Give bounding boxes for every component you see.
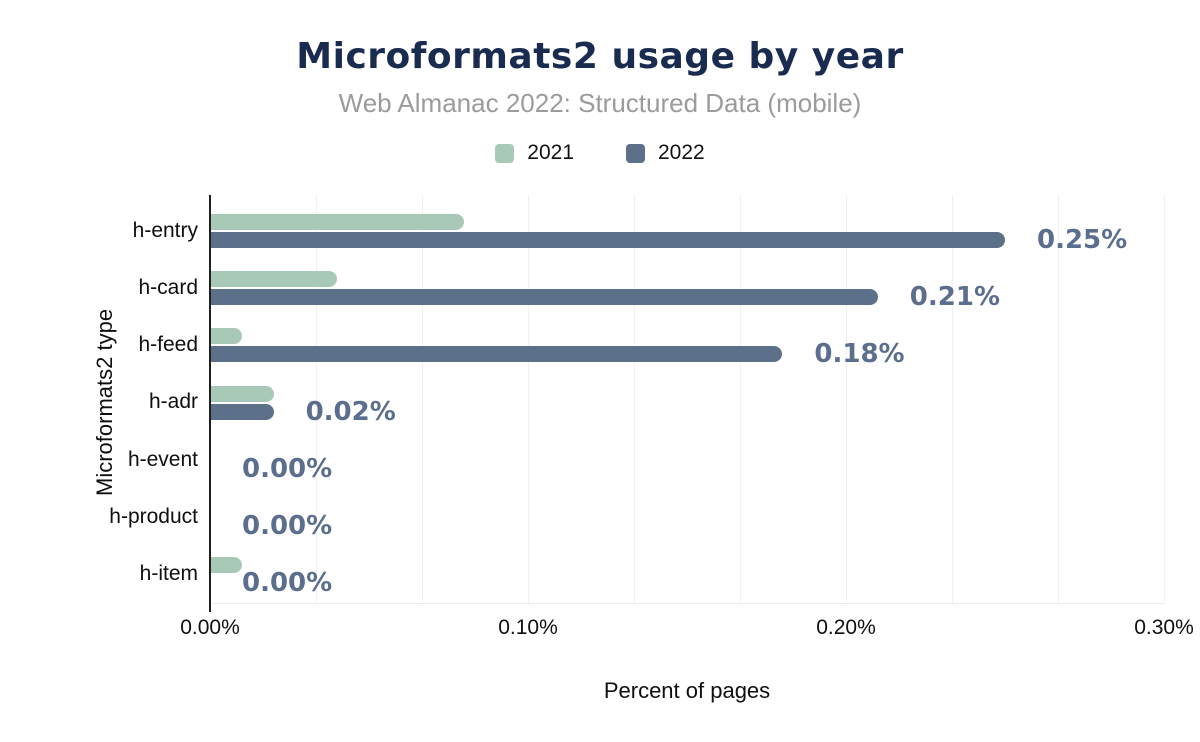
bar-2021-h-adr <box>210 385 274 402</box>
x-tick-label-0.10%: 0.10% <box>498 616 558 639</box>
value-label-2022-h-adr: 0.02% <box>305 396 396 427</box>
value-label-2022-h-product: 0.00% <box>242 511 333 542</box>
value-label-2022-h-item: 0.00% <box>242 568 333 599</box>
bar-2021-h-entry <box>210 213 465 230</box>
plot-bottom-border <box>210 603 1164 604</box>
value-label-2022-h-entry: 0.25% <box>1037 224 1128 255</box>
gridline <box>846 195 847 603</box>
gridline <box>634 195 635 603</box>
x-axis-title: Percent of pages <box>603 678 771 703</box>
legend-label-2021: 2021 <box>527 141 574 164</box>
gridline <box>740 195 741 603</box>
x-tick-label-0.20%: 0.20% <box>816 616 876 639</box>
legend-swatch-2022-icon <box>626 143 645 163</box>
gridline <box>1058 195 1059 603</box>
bar-wrap-2022-h-card: 0.21% <box>210 282 1164 312</box>
category-label-h-feed: h-feed <box>138 333 198 357</box>
legend: 2021 2022 <box>0 141 1200 165</box>
bar-wrap-2022-h-adr: 0.02% <box>210 397 1164 427</box>
bar-wrap-2022-h-item: 0.00% <box>210 568 1164 598</box>
gridline <box>1164 195 1165 603</box>
x-tick-label-0.30%: 0.30% <box>1134 616 1194 639</box>
bar-2022-h-entry <box>210 231 1005 248</box>
category-label-h-entry: h-entry <box>132 218 198 242</box>
plot-area: 0.25% 0.21% 0.18% 0.02% 0.00% 0.00% 0.00% <box>210 195 1165 603</box>
category-label-h-adr: h-adr <box>148 390 198 414</box>
value-label-2022-h-card: 0.21% <box>909 281 1000 312</box>
gridline <box>952 195 953 603</box>
legend-label-2022: 2022 <box>658 141 705 164</box>
bar-wrap-2022-h-entry: 0.25% <box>210 225 1164 255</box>
category-label-h-event: h-event <box>127 447 198 471</box>
gridline <box>316 195 317 603</box>
bar-wrap-2022-h-feed: 0.18% <box>210 339 1164 369</box>
value-label-2022-h-feed: 0.18% <box>814 339 905 370</box>
bar-2021-h-card <box>210 270 338 287</box>
bar-2022-h-feed <box>210 346 783 363</box>
x-tick-label-0.00%: 0.00% <box>180 616 240 639</box>
category-label-h-item: h-item <box>139 562 198 586</box>
value-label-2022-h-event: 0.00% <box>242 453 333 484</box>
bar-2022-h-adr <box>210 403 274 420</box>
chart-subtitle: Web Almanac 2022: Structured Data (mobil… <box>338 88 862 118</box>
bar-2021-h-item <box>210 557 242 574</box>
legend-item-2022: 2022 <box>626 141 705 165</box>
gridline <box>422 195 423 603</box>
legend-item-2021: 2021 <box>495 141 574 165</box>
legend-swatch-2021-icon <box>495 143 515 163</box>
gridline <box>528 195 529 603</box>
bar-2022-h-card <box>210 288 878 305</box>
category-label-h-card: h-card <box>138 275 198 299</box>
category-label-h-product: h-product <box>109 505 198 529</box>
bar-wrap-2022-h-event: 0.00% <box>210 454 1164 484</box>
y-axis-line <box>209 195 211 612</box>
bar-wrap-2022-h-product: 0.00% <box>210 511 1164 541</box>
chart-title: Microformats2 usage by year <box>296 36 904 77</box>
bar-2021-h-feed <box>210 328 242 345</box>
